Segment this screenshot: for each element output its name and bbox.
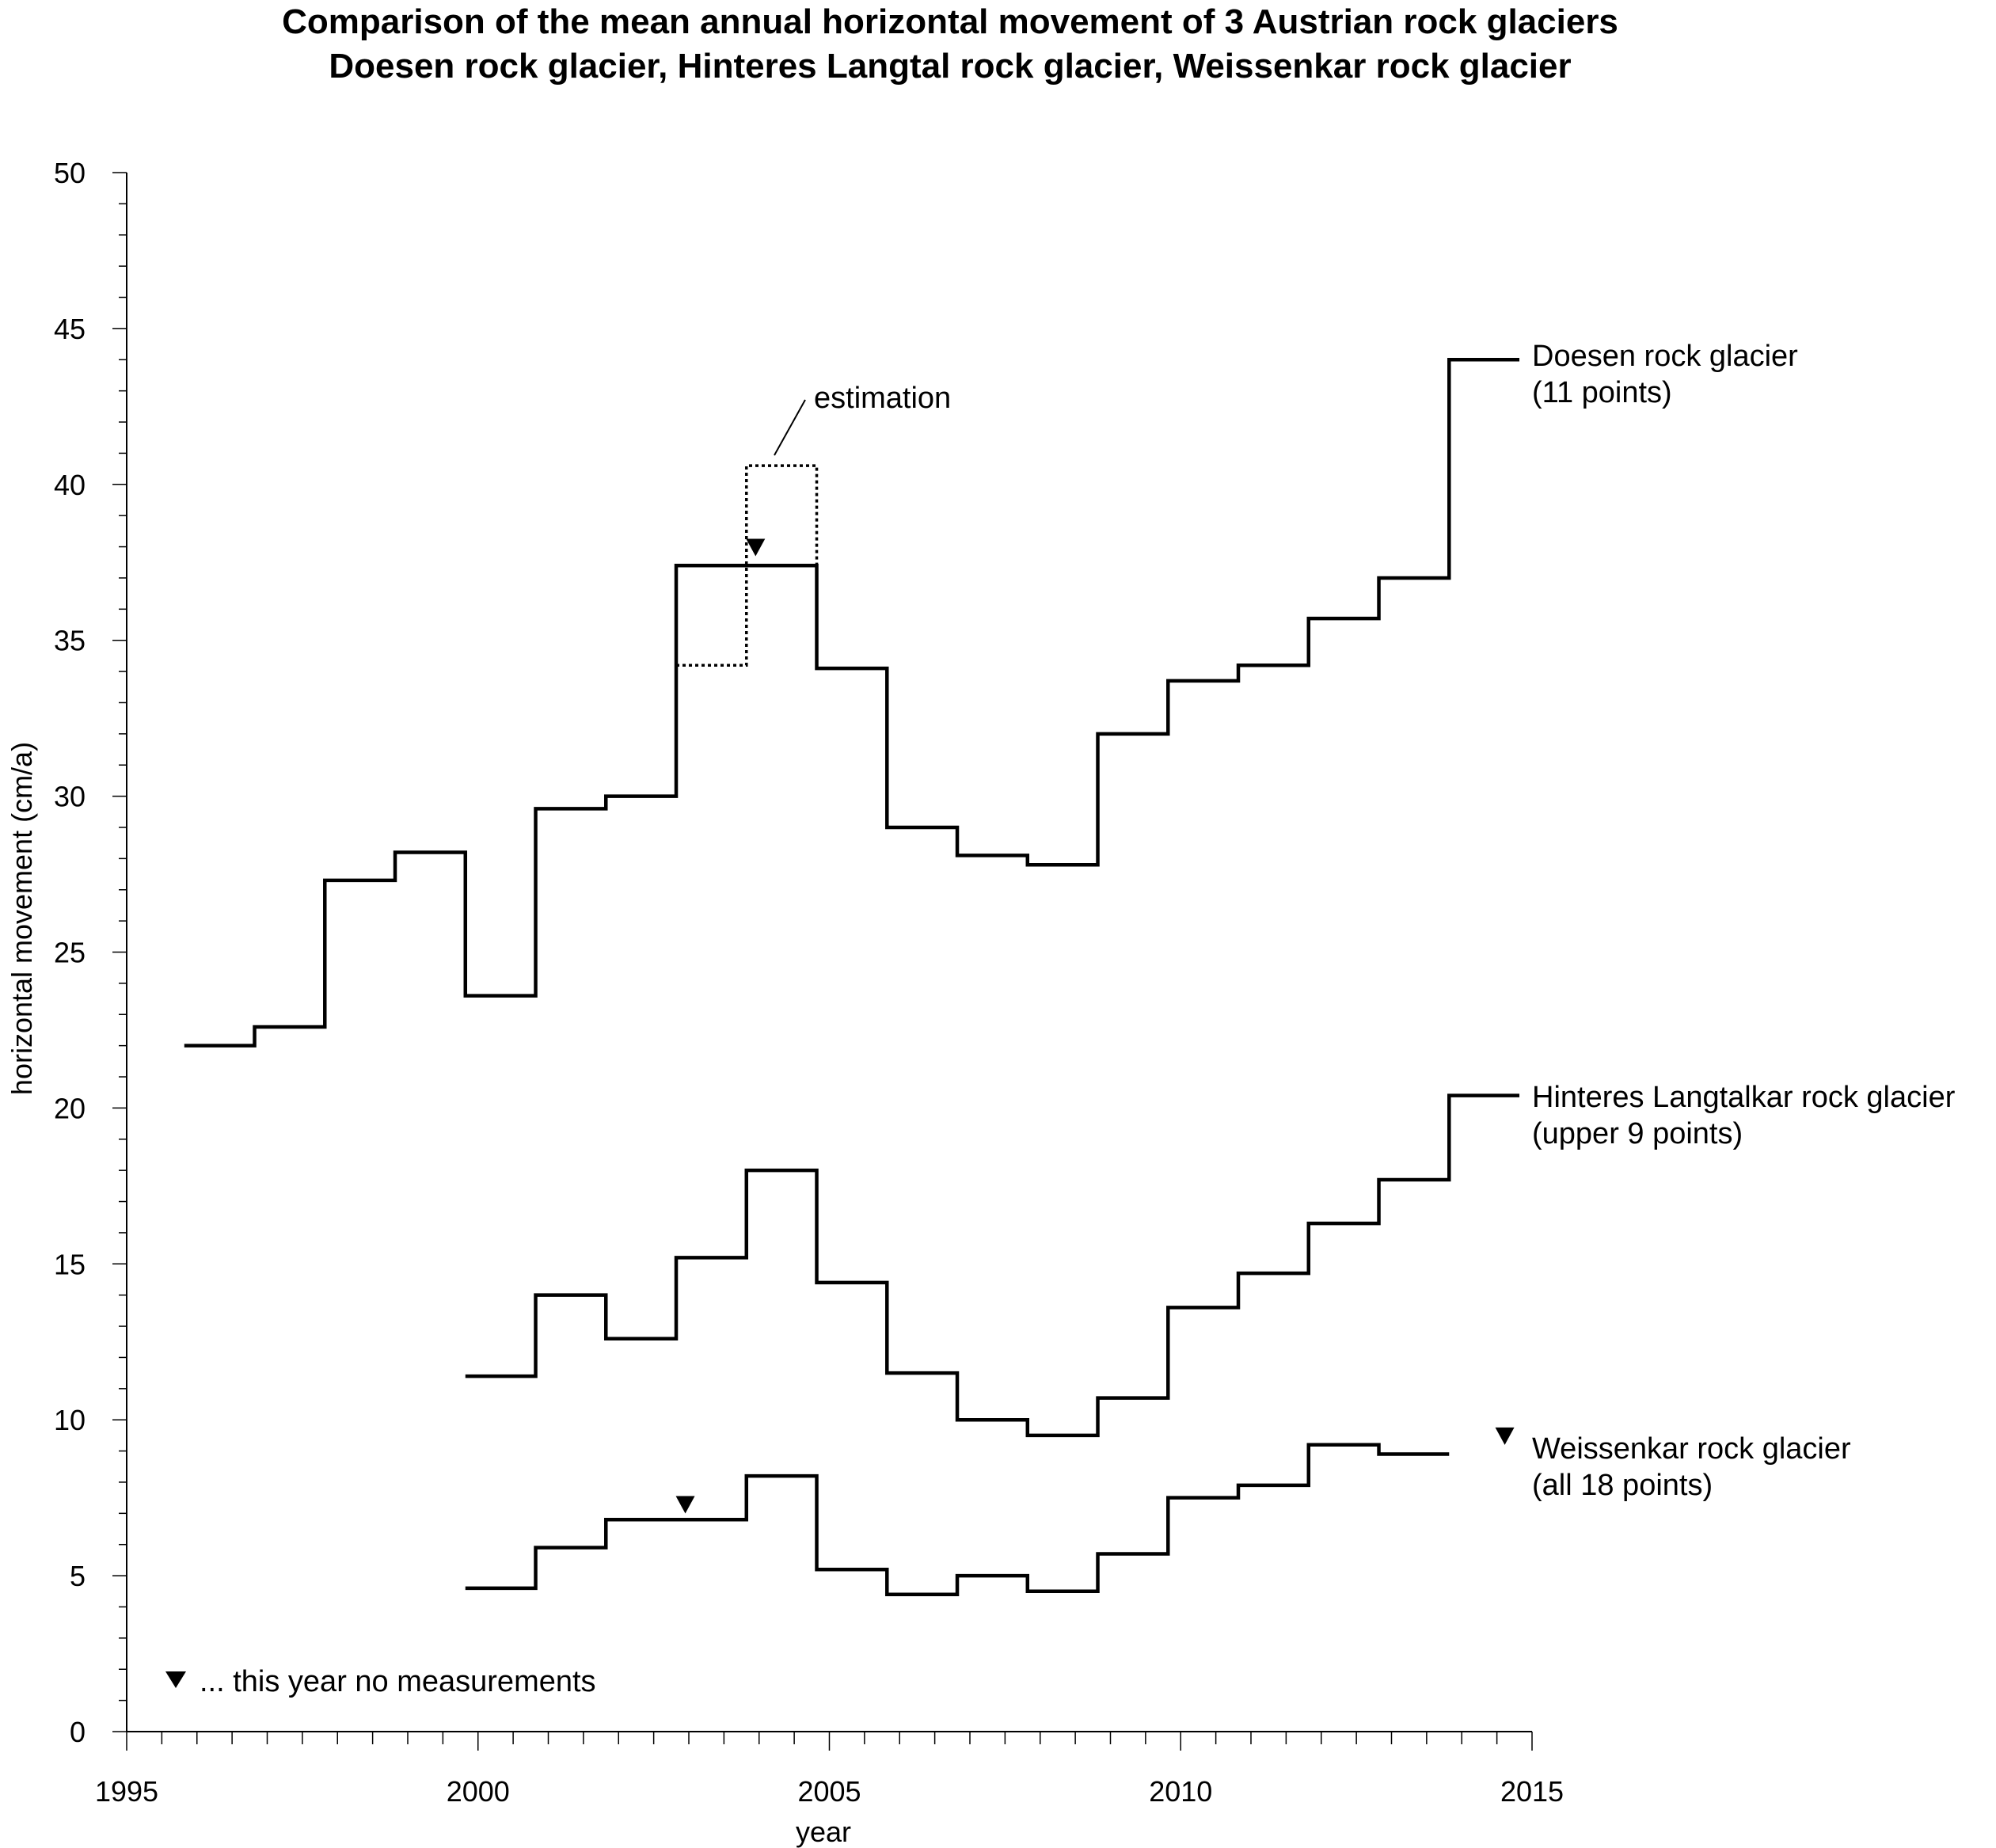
series-lines <box>184 358 1520 1596</box>
series-label-doesen-points: (11 points) <box>1532 376 1672 409</box>
series-line-1 <box>465 1093 1520 1438</box>
y-tick-label: 35 <box>54 625 86 657</box>
x-tick-label: 2015 <box>1500 1775 1564 1808</box>
markers <box>675 538 1515 1514</box>
y-tick-label: 0 <box>70 1716 86 1748</box>
x-axis-label: year <box>796 1816 851 1848</box>
y-tick-label: 15 <box>54 1248 86 1280</box>
legend-marker-icon <box>165 1671 186 1688</box>
x-axis: 1995 2000 2005 2010 2015 <box>95 1731 1564 1808</box>
series-label-weissenkar-points: (all 18 points) <box>1532 1469 1713 1502</box>
no-measurement-marker <box>1495 1427 1515 1445</box>
y-tick-label: 25 <box>54 937 86 969</box>
y-axis-label: horizontal movement (cm/a) <box>6 742 38 1095</box>
x-tick-label: 1995 <box>95 1775 158 1808</box>
estimation-group <box>675 464 819 667</box>
x-tick-label: 2000 <box>447 1775 510 1808</box>
y-tick-label: 30 <box>54 781 86 813</box>
y-tick-label: 20 <box>54 1092 86 1124</box>
x-tick-label: 2005 <box>797 1775 861 1808</box>
series-line-0 <box>184 358 1520 1048</box>
series-label-weissenkar: Weissenkar rock glacier <box>1532 1432 1851 1466</box>
y-tick-label: 50 <box>54 157 86 189</box>
y-tick-label: 10 <box>54 1404 86 1436</box>
chart-subtitle: Doesen rock glacier, Hinteres Langtal ro… <box>329 47 1571 86</box>
y-tick-label: 40 <box>54 469 86 501</box>
y-axis: 0 5 10 15 20 25 30 35 40 45 50 <box>54 157 127 1748</box>
estimation-label: estimation <box>814 382 951 415</box>
estimation-leader-line <box>774 399 806 456</box>
chart-title: Comparison of the mean annual horizontal… <box>282 2 1618 41</box>
no-measurement-marker <box>675 1496 695 1514</box>
y-tick-label: 5 <box>70 1560 86 1592</box>
estimation-line <box>675 464 819 667</box>
series-labels: Doesen rock glacier (11 points) Hinteres… <box>1532 340 1956 1502</box>
series-label-doesen: Doesen rock glacier <box>1532 340 1798 373</box>
series-line-2 <box>465 1443 1450 1596</box>
x-tick-label: 2010 <box>1149 1775 1212 1808</box>
series-label-hinteres-points: (upper 9 points) <box>1532 1117 1743 1150</box>
no-measurement-marker <box>746 538 766 557</box>
y-tick-label: 45 <box>54 313 86 345</box>
series-label-hinteres: Hinteres Langtalkar rock glacier <box>1532 1081 1956 1114</box>
legend-note: ... this year no measurements <box>200 1665 596 1698</box>
